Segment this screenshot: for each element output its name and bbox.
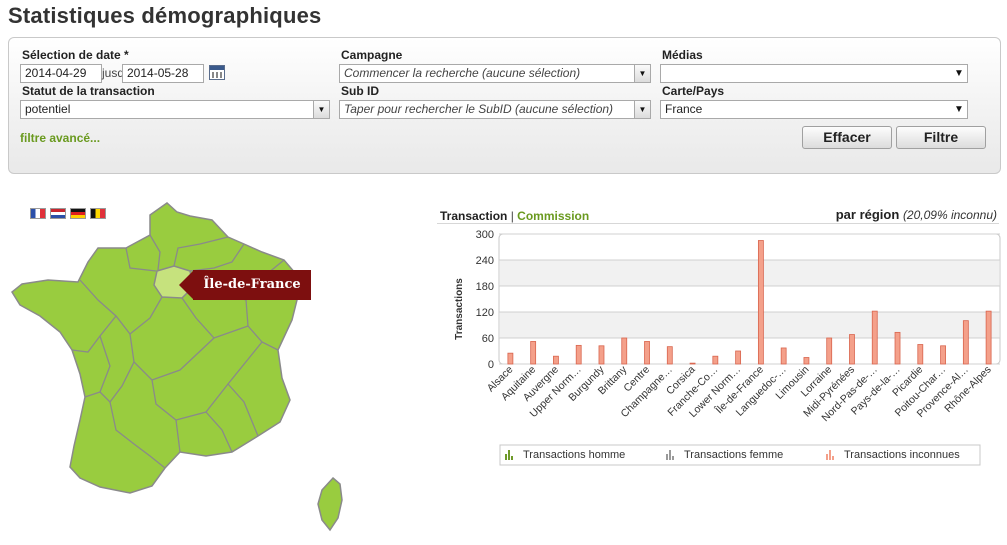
bar-Champagne…: [666, 346, 673, 365]
bar-Languedoc-…: [780, 347, 787, 365]
chart-tabs: Transaction | Commission: [440, 209, 589, 223]
subid-label: Sub ID: [341, 84, 379, 98]
chevron-down-icon[interactable]: ▼: [634, 101, 650, 118]
grid-band: [500, 260, 999, 286]
flag-de-icon[interactable]: [70, 208, 86, 219]
flag-fr-icon[interactable]: [30, 208, 46, 219]
legend-label: Transactions femme: [684, 449, 783, 461]
chart-scope-label: par région: [835, 207, 900, 222]
bar-Limousin: [803, 357, 810, 365]
legend-icon-bar: [511, 456, 513, 460]
y-tick-label: 240: [476, 255, 494, 267]
y-tick-label: 0: [488, 359, 494, 371]
plot-area: [498, 233, 1001, 365]
bar-Poitou-Char…: [940, 345, 946, 365]
media-select[interactable]: ▼: [660, 64, 968, 83]
page-title: Statistiques démographiques: [8, 3, 322, 28]
bar-Burgundy: [598, 345, 605, 365]
tab-separator: |: [510, 209, 514, 223]
subid-select[interactable]: Taper pour rechercher le SubID (aucune s…: [339, 100, 651, 119]
campaign-select[interactable]: Commencer la recherche (aucune sélection…: [339, 64, 651, 83]
y-axis-label: Transactions: [454, 278, 465, 340]
country-value: France: [665, 102, 703, 116]
bar-Provence-Al…: [962, 320, 969, 365]
bar-Corsica: [689, 362, 696, 365]
date-range-joiner: jusq: [102, 66, 125, 80]
legend-icon-bar: [505, 454, 507, 460]
campaign-placeholder: Commencer la recherche (aucune sélection…: [344, 66, 581, 80]
clear-button[interactable]: Effacer: [802, 126, 892, 149]
legend-label: Transactions inconnues: [844, 449, 960, 461]
legend-icon-bar: [829, 450, 831, 460]
chevron-down-icon[interactable]: ▼: [954, 104, 964, 115]
legend-icon-bar: [672, 456, 674, 460]
bar-Rhône-Alpes: [985, 310, 992, 365]
tab-transaction[interactable]: Transaction: [440, 209, 508, 223]
grid-band: [500, 312, 999, 338]
status-select[interactable]: potentiel ▼: [20, 100, 330, 119]
bar-Franche-Co…: [712, 355, 719, 365]
bar-Alsace: [507, 352, 514, 365]
legend-icon-bar: [666, 454, 668, 460]
y-tick-label: 60: [482, 333, 494, 345]
campaign-label: Campagne: [341, 48, 403, 62]
advanced-filter-link[interactable]: filtre avancé...: [20, 131, 101, 145]
date-to-input[interactable]: 2014-05-28: [122, 64, 204, 83]
y-tick-label: 120: [476, 307, 494, 319]
bar-Auvergne: [553, 355, 559, 365]
bar-Centre: [644, 341, 650, 365]
map-mainland-france[interactable]: [11, 202, 299, 494]
date-from-input[interactable]: 2014-04-29: [20, 64, 102, 83]
legend-icon-bar: [669, 450, 671, 460]
map-region-corsica[interactable]: [317, 476, 343, 532]
flag-be-icon[interactable]: [90, 208, 106, 219]
flag-nl-icon[interactable]: [50, 208, 66, 219]
status-label: Statut de la transaction: [22, 84, 155, 98]
bar-Upper Norm…: [575, 344, 582, 365]
chevron-down-icon[interactable]: ▼: [313, 101, 329, 118]
bar-Aquitaine: [530, 341, 537, 365]
bar-Nord-Pas-de-…: [871, 310, 878, 365]
chart-header-divider: [437, 223, 999, 224]
media-label: Médias: [662, 48, 703, 62]
country-select[interactable]: France ▼: [660, 100, 968, 119]
tab-commission[interactable]: Commission: [517, 209, 590, 223]
unknown-percentage: (20,09% inconnu): [902, 208, 997, 222]
y-tick-label: 300: [476, 229, 494, 241]
filter-button[interactable]: Filtre: [896, 126, 986, 149]
y-tick-label: 180: [476, 281, 494, 293]
filter-panel: Sélection de date * 2014-04-29 jusq 2014…: [8, 37, 1001, 174]
bar-Midi-Pyrénées: [849, 334, 855, 365]
transactions-bar-chart: 060120180240300TransactionsAlsaceAquitai…: [454, 229, 1001, 466]
bar-Pays-de-la-…: [894, 331, 901, 365]
subid-placeholder: Taper pour rechercher le SubID (aucune s…: [344, 102, 614, 116]
map-region-tooltip: Île-de-France: [179, 270, 311, 300]
country-label: Carte/Pays: [662, 84, 725, 98]
status-value: potentiel: [25, 102, 71, 116]
legend-label: Transactions homme: [523, 449, 625, 461]
legend-icon-bar: [508, 450, 510, 460]
bar-Lower Norm…: [735, 350, 742, 365]
france-map[interactable]: [0, 195, 420, 540]
bar-Île-de-France: [757, 240, 764, 365]
bar-Picardie: [917, 344, 924, 365]
chevron-down-icon[interactable]: ▼: [634, 65, 650, 82]
legend-icon-bar: [832, 456, 834, 460]
chevron-down-icon[interactable]: ▼: [954, 68, 964, 79]
calendar-icon[interactable]: [209, 65, 225, 80]
bar-Lorraine: [826, 337, 833, 365]
legend-box: [499, 444, 981, 466]
bar-Brittany: [621, 337, 628, 365]
legend-icon-bar: [826, 454, 828, 460]
date-label: Sélection de date *: [22, 48, 129, 62]
chart-scope: par région (20,09% inconnu): [836, 207, 997, 222]
